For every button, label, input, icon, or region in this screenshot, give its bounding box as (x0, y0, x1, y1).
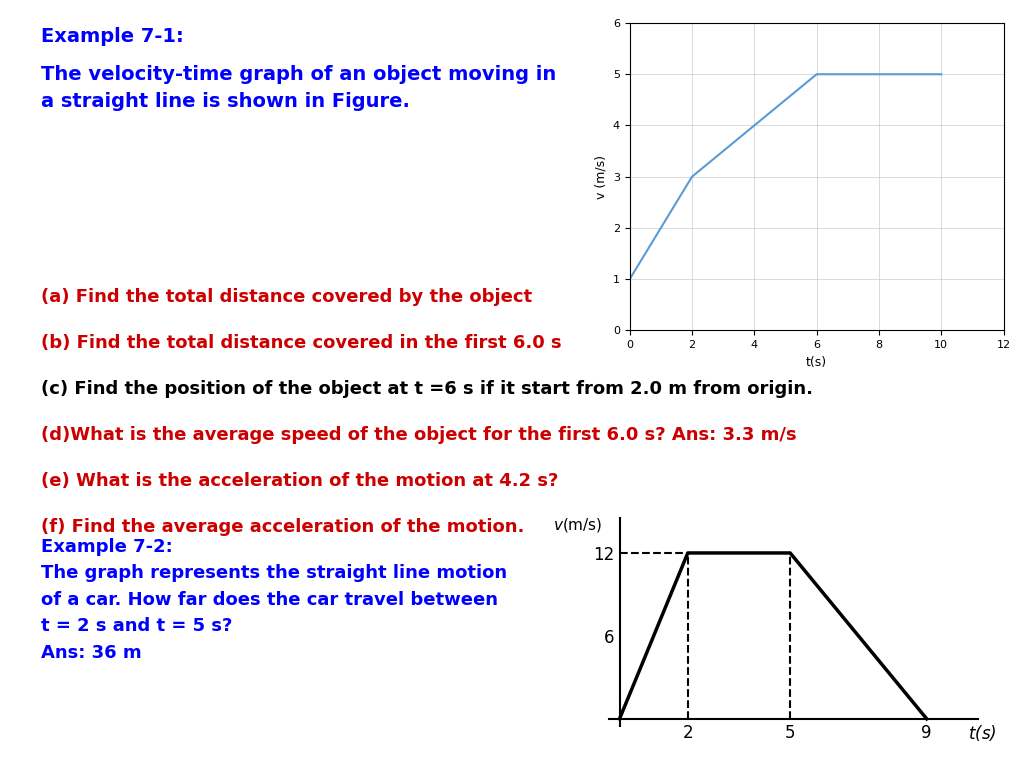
Text: $t$(s): $t$(s) (968, 723, 996, 743)
Text: Example 7-1:: Example 7-1: (41, 27, 183, 46)
Text: Example 7-2:: Example 7-2: (41, 538, 173, 555)
Text: (d)What is the average speed of the object for the first 6.0 s? Ans: 3.3 m/s: (d)What is the average speed of the obje… (41, 426, 797, 444)
Text: (c) Find the position of the object at t =6 s if it start from 2.0 m from origin: (c) Find the position of the object at t… (41, 380, 813, 398)
Y-axis label: v (m/s): v (m/s) (594, 154, 607, 199)
Text: (e) What is the acceleration of the motion at 4.2 s?: (e) What is the acceleration of the moti… (41, 472, 558, 490)
Text: (a) Find the total distance covered by the object: (a) Find the total distance covered by t… (41, 288, 532, 306)
Text: The graph represents the straight line motion
of a car. How far does the car tra: The graph represents the straight line m… (41, 564, 507, 662)
Text: The velocity-time graph of an object moving in
a straight line is shown in Figur: The velocity-time graph of an object mov… (41, 65, 556, 111)
Text: (f) Find the average acceleration of the motion.: (f) Find the average acceleration of the… (41, 518, 524, 536)
X-axis label: t(s): t(s) (806, 356, 827, 369)
Text: (b) Find the total distance covered in the first 6.0 s: (b) Find the total distance covered in t… (41, 334, 561, 352)
Text: $v$(m/s): $v$(m/s) (553, 516, 602, 535)
